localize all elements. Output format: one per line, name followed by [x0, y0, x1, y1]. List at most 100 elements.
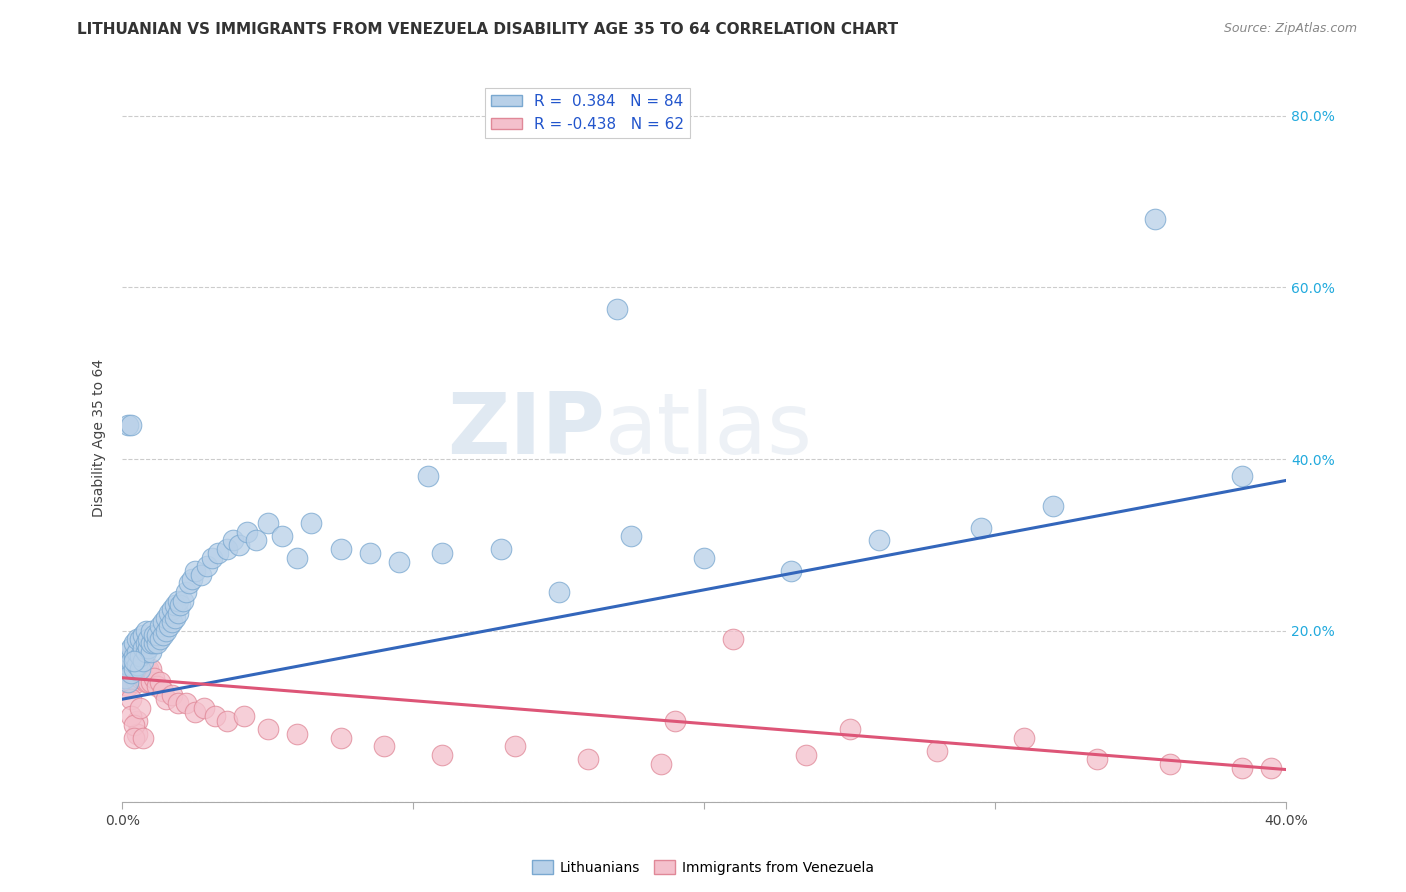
Point — [141, 636, 163, 650]
Point — [388, 555, 411, 569]
Point — [114, 675, 136, 690]
Point — [131, 731, 153, 745]
Point — [138, 640, 160, 655]
Point — [207, 546, 229, 560]
Point — [141, 645, 163, 659]
Text: ZIP: ZIP — [447, 389, 605, 472]
Point — [169, 598, 191, 612]
Point — [184, 705, 207, 719]
Point — [138, 675, 160, 690]
Point — [141, 662, 163, 676]
Point — [432, 747, 454, 762]
Point — [117, 417, 139, 432]
Point — [131, 671, 153, 685]
Point — [122, 654, 145, 668]
Point — [1042, 499, 1064, 513]
Point — [122, 718, 145, 732]
Point — [135, 624, 157, 638]
Point — [163, 610, 186, 624]
Point — [166, 607, 188, 621]
Point — [146, 679, 169, 693]
Point — [620, 529, 643, 543]
Point — [329, 731, 352, 745]
Point — [125, 714, 148, 728]
Text: Source: ZipAtlas.com: Source: ZipAtlas.com — [1223, 22, 1357, 36]
Point — [138, 662, 160, 676]
Point — [146, 628, 169, 642]
Point — [117, 654, 139, 668]
Point — [925, 744, 948, 758]
Point — [1159, 756, 1181, 771]
Point — [432, 546, 454, 560]
Point — [299, 516, 322, 531]
Point — [120, 666, 142, 681]
Point — [256, 516, 278, 531]
Point — [838, 723, 860, 737]
Point — [143, 628, 166, 642]
Text: atlas: atlas — [605, 389, 813, 472]
Point — [1260, 761, 1282, 775]
Point — [125, 632, 148, 647]
Point — [117, 657, 139, 672]
Point — [503, 739, 526, 754]
Point — [157, 607, 180, 621]
Point — [125, 657, 148, 672]
Point — [271, 529, 294, 543]
Point — [149, 675, 172, 690]
Point — [176, 697, 198, 711]
Point — [489, 542, 512, 557]
Point — [138, 632, 160, 647]
Point — [117, 675, 139, 690]
Point — [201, 550, 224, 565]
Point — [1144, 211, 1167, 226]
Point — [215, 542, 238, 557]
Point — [120, 692, 142, 706]
Point — [125, 662, 148, 676]
Point — [576, 752, 599, 766]
Point — [228, 538, 250, 552]
Point — [1232, 469, 1254, 483]
Point — [650, 756, 672, 771]
Point — [1085, 752, 1108, 766]
Point — [166, 697, 188, 711]
Point — [215, 714, 238, 728]
Point — [152, 628, 174, 642]
Point — [245, 533, 267, 548]
Point — [181, 572, 204, 586]
Point — [135, 645, 157, 659]
Point — [285, 550, 308, 565]
Point — [125, 654, 148, 668]
Point — [149, 619, 172, 633]
Point — [141, 624, 163, 638]
Point — [373, 739, 395, 754]
Point — [204, 709, 226, 723]
Point — [114, 671, 136, 685]
Point — [416, 469, 439, 483]
Point — [1232, 761, 1254, 775]
Point — [122, 662, 145, 676]
Point — [122, 657, 145, 672]
Point — [128, 671, 150, 685]
Point — [160, 615, 183, 629]
Point — [236, 524, 259, 539]
Point — [114, 654, 136, 668]
Point — [606, 301, 628, 316]
Point — [166, 593, 188, 607]
Point — [179, 576, 201, 591]
Point — [143, 671, 166, 685]
Point — [122, 731, 145, 745]
Point — [125, 645, 148, 659]
Point — [120, 654, 142, 668]
Point — [868, 533, 890, 548]
Point — [131, 657, 153, 672]
Point — [141, 675, 163, 690]
Point — [163, 598, 186, 612]
Point — [193, 700, 215, 714]
Point — [155, 624, 177, 638]
Point — [176, 585, 198, 599]
Text: LITHUANIAN VS IMMIGRANTS FROM VENEZUELA DISABILITY AGE 35 TO 64 CORRELATION CHAR: LITHUANIAN VS IMMIGRANTS FROM VENEZUELA … — [77, 22, 898, 37]
Point — [122, 671, 145, 685]
Point — [157, 619, 180, 633]
Point — [256, 723, 278, 737]
Point — [780, 564, 803, 578]
